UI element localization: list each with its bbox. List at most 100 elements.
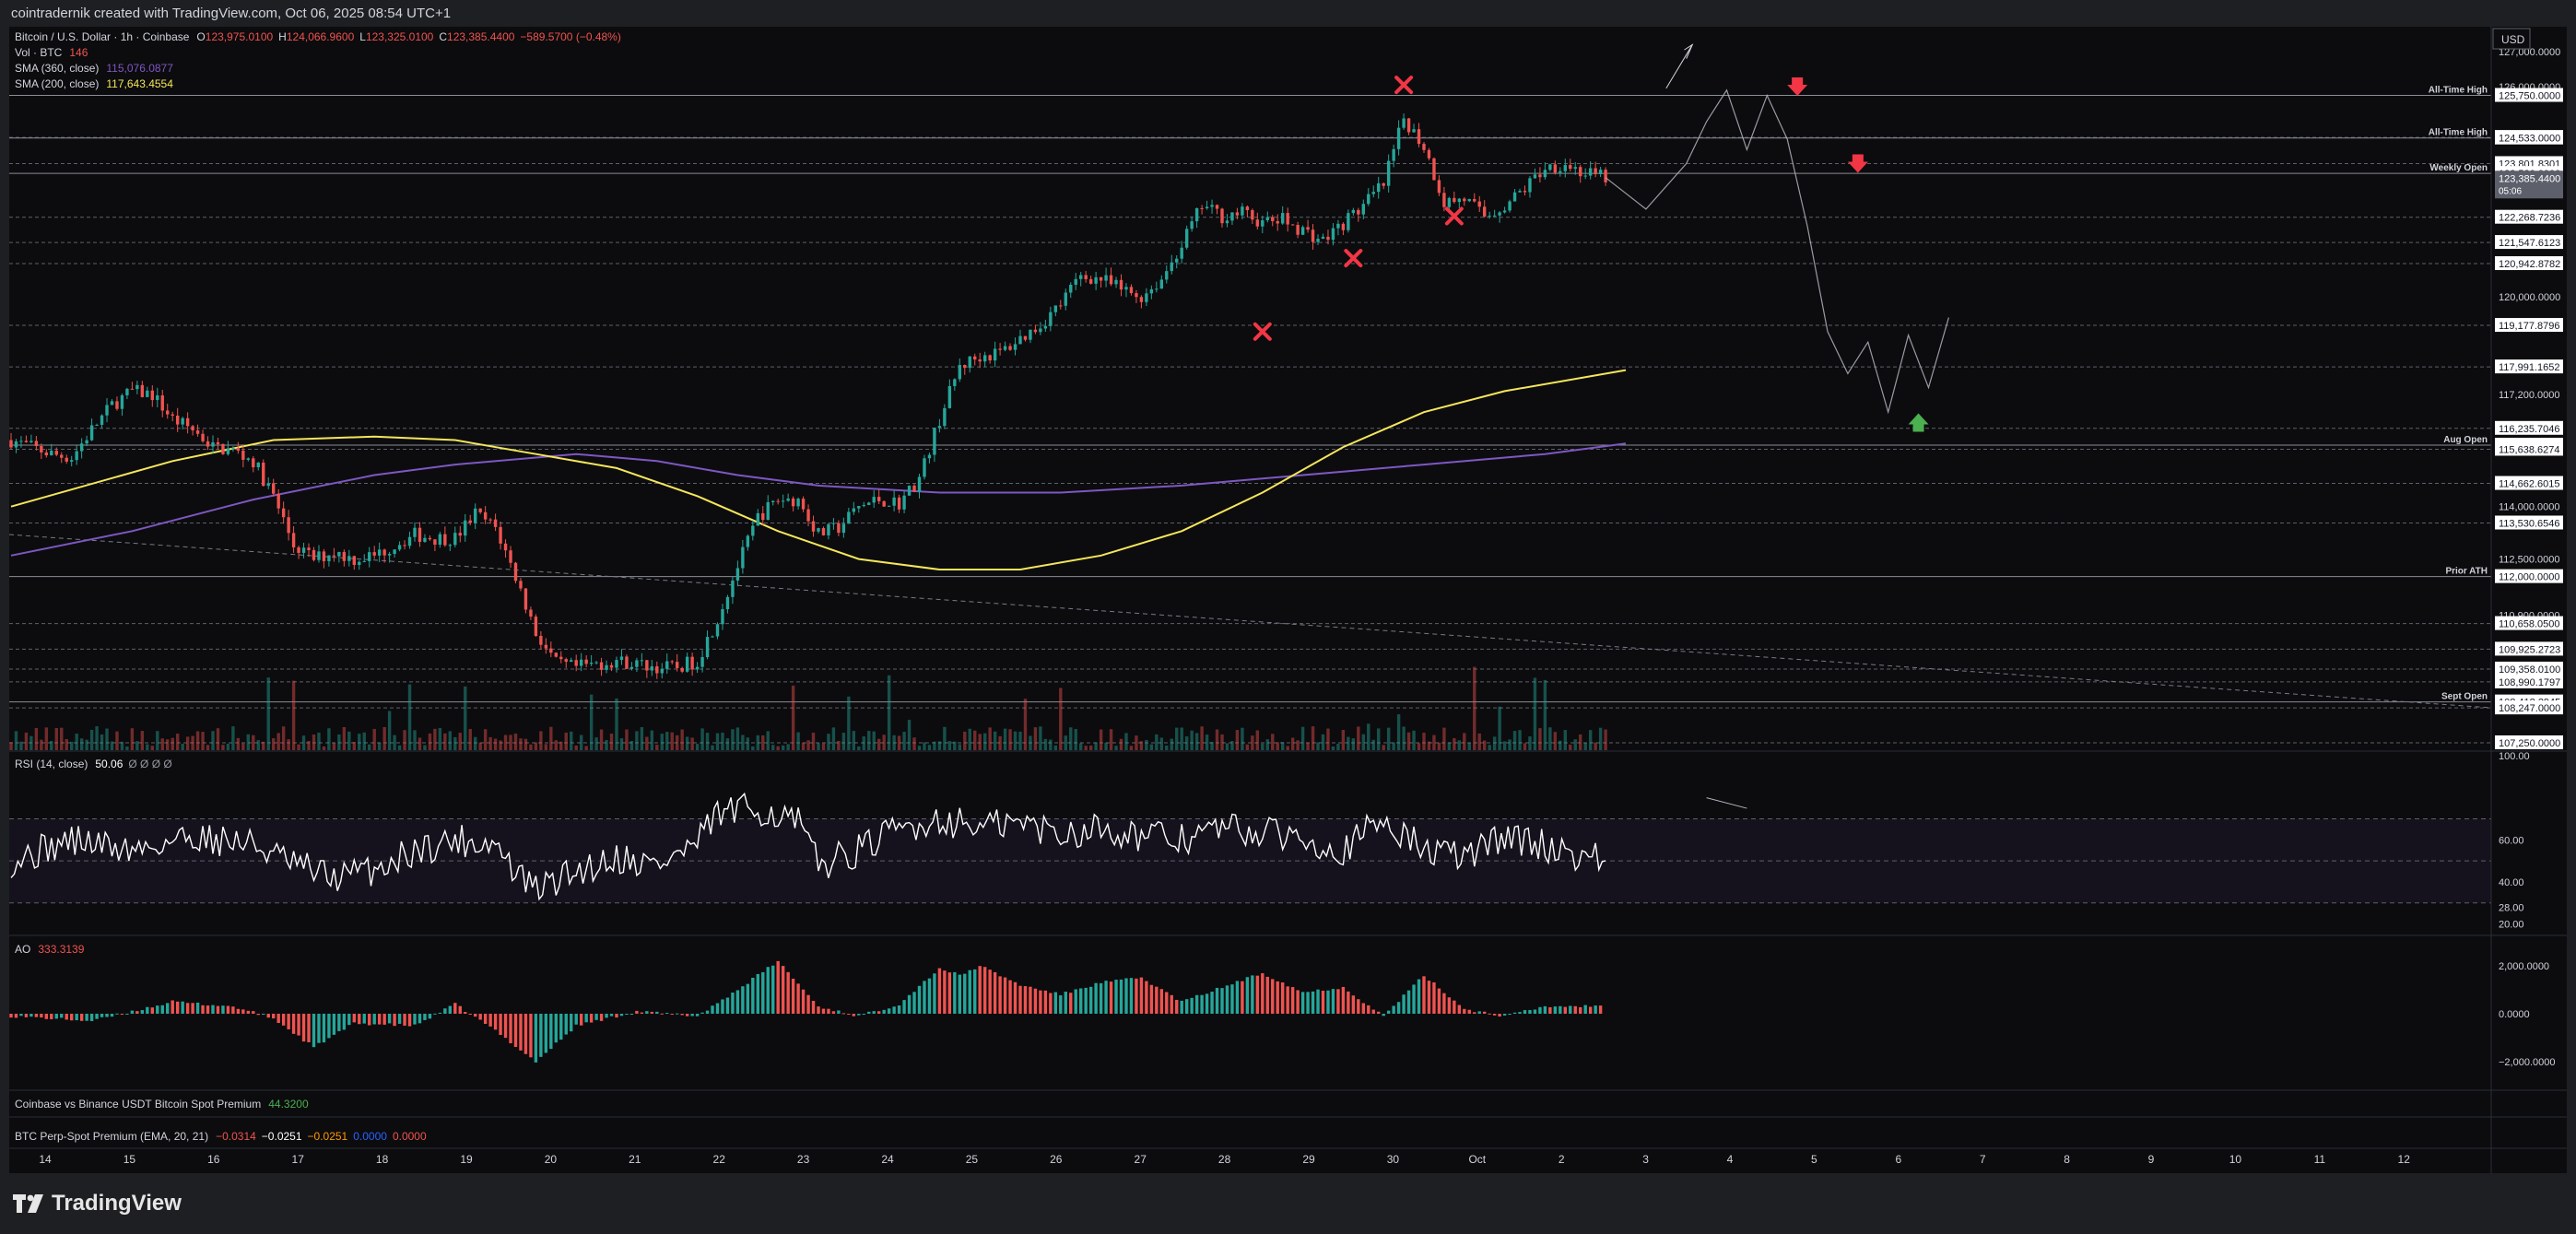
- volume-bar: [54, 728, 58, 750]
- time-tick: 14: [39, 1153, 52, 1166]
- time-tick: 26: [1050, 1153, 1063, 1166]
- time-tick: 18: [376, 1153, 389, 1166]
- volume-bar: [1049, 739, 1053, 750]
- candle-body: [801, 499, 806, 510]
- ao-bar: [963, 973, 967, 1014]
- candle-body: [140, 384, 145, 397]
- ao-bar: [1261, 973, 1264, 1014]
- key-level-price: 121,547.6123: [2499, 238, 2560, 249]
- ao-bar: [539, 1014, 543, 1057]
- ao-bar: [100, 1014, 104, 1017]
- tradingview-logo[interactable]: TradingView: [13, 1191, 182, 1216]
- time-tick: 29: [1302, 1153, 1315, 1166]
- candle-body: [887, 505, 891, 507]
- ao-bar: [867, 1011, 871, 1014]
- ao-bar: [1084, 987, 1088, 1014]
- ao-bar: [1109, 981, 1113, 1014]
- ao-bar: [301, 1014, 306, 1042]
- volume-bar: [625, 729, 629, 750]
- ao-bar: [433, 1013, 437, 1015]
- currency-box[interactable]: [2492, 28, 2531, 50]
- ao-bar: [756, 973, 759, 1014]
- time-tick: 16: [207, 1153, 220, 1166]
- candle-body: [423, 537, 427, 542]
- ao-bar: [1457, 1005, 1462, 1014]
- time-tick: 25: [966, 1153, 979, 1166]
- volume-bar: [175, 734, 180, 750]
- volume-bar: [837, 740, 841, 750]
- candle-body: [852, 508, 856, 512]
- volume-bar: [301, 735, 306, 750]
- candle-body: [1265, 217, 1269, 221]
- ao-bar: [201, 1005, 205, 1014]
- candle-body: [156, 395, 159, 401]
- chart-panel[interactable]: [9, 27, 2491, 1173]
- key-level-price: 116,235.7046: [2499, 424, 2559, 435]
- volume-bar: [50, 740, 53, 750]
- ao-bar: [741, 986, 745, 1014]
- candle-body: [982, 355, 987, 362]
- candle-body: [615, 660, 618, 668]
- ao-bar: [347, 1014, 351, 1026]
- ao-bar: [1579, 1006, 1582, 1014]
- candle-body: [847, 511, 851, 524]
- rsi-pane: 100.00 60.00 40.00 28.00 20.00: [9, 751, 2530, 931]
- volume-bar: [70, 741, 74, 750]
- volume-bar: [1598, 727, 1603, 750]
- candle-body: [1145, 293, 1148, 302]
- candle-body: [589, 663, 594, 664]
- volume-bar: [1281, 742, 1285, 750]
- ao-bar: [120, 1014, 124, 1015]
- volume-bar: [226, 744, 230, 750]
- candle-body: [1417, 129, 1421, 145]
- ao-bar: [1583, 1005, 1587, 1014]
- candle-body: [761, 512, 765, 521]
- ao-bar: [735, 990, 740, 1014]
- candle-body: [1300, 227, 1305, 235]
- candle-body: [882, 500, 886, 507]
- candle-body: [1598, 170, 1603, 175]
- ao-bar: [882, 1009, 886, 1014]
- candle-body: [1139, 297, 1144, 302]
- key-level-label: Aug Open: [2443, 435, 2488, 445]
- ao-bar: [1220, 988, 1224, 1014]
- volume-bar: [811, 733, 816, 750]
- ao-bar: [1286, 986, 1289, 1014]
- ao-bar: [256, 1014, 260, 1016]
- candle-body: [1502, 210, 1507, 213]
- price-tick: 127,000.0000: [2499, 47, 2560, 58]
- candle-body: [559, 656, 563, 660]
- volume-bar: [1311, 726, 1315, 750]
- ao-bar: [1139, 977, 1144, 1014]
- volume-bar: [1215, 729, 1219, 750]
- candle-body: [95, 424, 99, 426]
- volume-bar: [85, 739, 88, 750]
- candle-body: [1583, 175, 1587, 177]
- ao-bar: [1225, 985, 1229, 1014]
- volume-bar: [105, 728, 109, 750]
- candle-body: [1296, 225, 1300, 235]
- volume-bar: [998, 735, 1002, 750]
- candle-body: [690, 656, 694, 670]
- volume-bar: [453, 736, 457, 750]
- candle-body: [382, 549, 386, 556]
- ao-bar: [650, 1011, 654, 1014]
- volume-bar: [554, 740, 558, 750]
- candle-body: [1512, 192, 1517, 202]
- candle-body: [806, 509, 810, 522]
- volume-bar: [110, 741, 114, 750]
- ao-bar: [1588, 1006, 1593, 1014]
- ao-bar: [291, 1014, 296, 1034]
- volume-bar: [523, 738, 528, 750]
- marker-cross: [1253, 322, 1272, 341]
- candle-body: [1286, 213, 1289, 225]
- volume-bar: [544, 744, 548, 750]
- ao-bar: [130, 1010, 135, 1014]
- candle-body: [262, 462, 265, 487]
- key-level-label: Weekly Open: [2429, 163, 2488, 173]
- candle-body: [44, 452, 49, 456]
- volume-bar: [135, 741, 139, 750]
- volume-bar: [393, 735, 396, 750]
- key-level-price-box: [2495, 515, 2563, 530]
